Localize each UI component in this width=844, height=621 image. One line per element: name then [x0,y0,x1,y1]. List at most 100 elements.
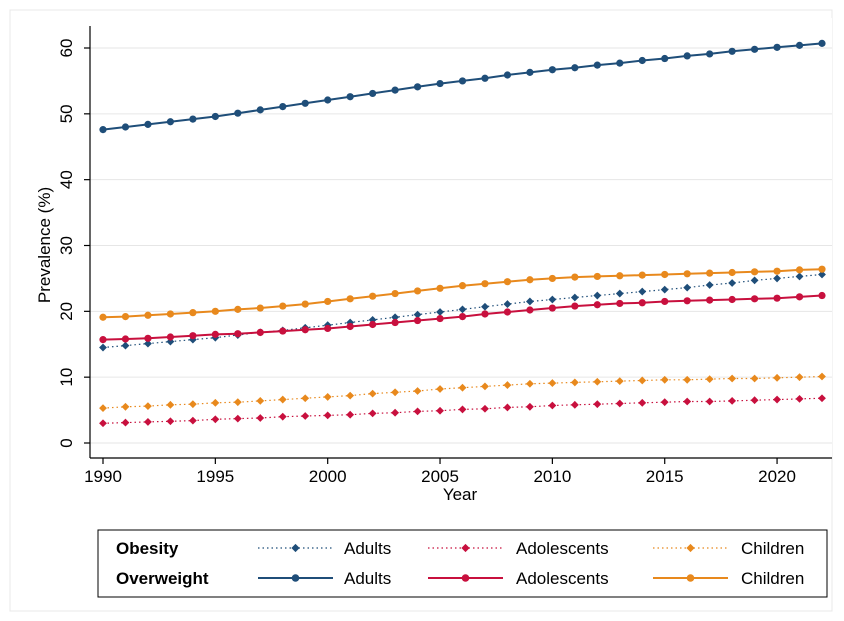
point-obesity-adolescents-2020 [773,395,781,404]
point-overweight-children-2011 [571,273,579,281]
axes [89,26,832,459]
point-overweight-adults-1992 [144,120,152,128]
point-obesity-children-2012 [593,377,602,386]
point-obesity-children-2009 [525,379,534,388]
point-overweight-adults-2018 [728,47,736,55]
x-tick-label-1990: 1990 [84,467,122,486]
point-overweight-adults-2015 [661,54,669,63]
point-obesity-adults-2021 [795,272,804,281]
point-obesity-adults-1994 [188,335,197,344]
point-obesity-adolescents-2011 [570,400,579,409]
point-obesity-adults-2014 [638,287,647,296]
point-overweight-children-1996 [234,305,242,313]
point-obesity-children-1992 [144,402,152,411]
point-obesity-children-2017 [705,375,714,384]
point-overweight-adults-2014 [638,56,646,65]
point-obesity-adults-2011 [570,293,579,302]
point-obesity-adults-2013 [615,289,624,298]
series-layer [99,39,826,428]
point-overweight-adults-1991 [121,123,130,131]
point-overweight-adolescents-1995 [211,330,219,338]
point-overweight-adults-1994 [189,115,197,123]
point-obesity-children-2001 [346,391,355,400]
point-overweight-adults-2004 [413,83,422,91]
point-overweight-adults-2020 [773,43,781,51]
point-overweight-adolescents-2015 [661,297,669,306]
point-overweight-adults-2017 [706,50,714,58]
y-axis-ticks: 0 10 20 30 40 50 60 [57,39,90,448]
point-obesity-adults-2012 [593,291,602,300]
point-overweight-adolescents-1996 [234,330,242,338]
legend-label-obesity-children: Children [741,539,804,558]
point-overweight-children-2009 [526,276,534,284]
y-tick-label-40: 40 [57,170,76,189]
point-overweight-children-1995 [211,307,219,315]
point-obesity-adults-2020 [773,274,781,283]
y-tick-label-60: 60 [57,39,76,58]
point-overweight-adolescents-2012 [593,301,601,309]
point-obesity-adolescents-2022 [818,394,826,403]
point-obesity-adults-2022 [818,270,826,279]
point-obesity-children-2000 [323,393,332,401]
point-overweight-adolescents-2014 [638,299,646,307]
x-tick-label-2020: 2020 [758,467,796,486]
point-obesity-adults-2016 [683,283,692,292]
point-overweight-adults-2021 [795,41,804,49]
point-overweight-children-2016 [683,270,691,278]
point-obesity-children-2006 [458,383,467,392]
legend-label-overweight-adults: Adults [344,569,391,588]
point-obesity-children-2004 [413,387,422,395]
legend-label-overweight-adolescents: Adolescents [516,569,609,588]
y-tick-label-10: 10 [57,368,76,387]
point-overweight-children-1991 [121,313,130,321]
point-obesity-adults-2015 [660,285,669,294]
point-obesity-children-2010 [548,379,557,388]
legend-key-marker-obesity-children [686,543,695,553]
series-obesity-adolescents [99,394,826,428]
x-tick-label-1995: 1995 [196,467,234,486]
point-obesity-adults-2010 [548,295,557,304]
point-overweight-adolescents-2002 [369,320,377,329]
point-obesity-adolescents-1997 [256,414,265,422]
point-overweight-adolescents-1993 [166,333,175,341]
point-obesity-adults-2009 [525,297,534,306]
legend-group-overweight: Overweight [116,569,209,588]
point-obesity-adolescents-1996 [233,414,242,423]
point-overweight-children-2010 [548,274,556,283]
point-overweight-children-2005 [436,284,444,292]
point-obesity-children-1993 [166,400,175,409]
point-obesity-adolescents-2012 [593,400,602,409]
x-tick-label-2015: 2015 [646,467,684,486]
series-overweight-children [99,265,826,321]
point-overweight-children-1997 [256,304,264,312]
point-overweight-children-2022 [818,265,826,273]
point-overweight-adolescents-2003 [391,318,399,327]
point-overweight-adults-2010 [548,66,556,74]
point-overweight-children-2012 [593,272,601,281]
point-obesity-adolescents-2019 [750,396,759,405]
point-obesity-children-1994 [188,400,197,409]
point-overweight-adolescents-1990 [99,336,107,344]
point-overweight-adolescents-2011 [571,302,579,310]
series-line-obesity-adolescents [102,397,823,424]
point-obesity-adults-2007 [481,302,489,311]
point-obesity-adults-1991 [121,341,130,350]
point-overweight-adults-1995 [211,112,219,121]
point-obesity-adults-2002 [368,315,377,324]
legend-key-marker-overweight-adolescents [461,574,470,582]
point-overweight-adolescents-2019 [750,295,759,303]
point-overweight-adults-2011 [571,64,579,72]
legend: Obesity Overweight Adults Adolescents Ch… [97,529,828,598]
point-overweight-children-2006 [458,282,467,290]
point-obesity-children-2007 [481,382,489,391]
point-obesity-children-2022 [818,372,826,381]
point-overweight-adolescents-2004 [413,316,422,325]
point-overweight-adolescents-2008 [503,308,512,316]
point-overweight-children-2004 [413,287,422,295]
point-obesity-adolescents-2010 [548,401,557,410]
point-overweight-children-1993 [166,310,175,318]
point-obesity-children-2016 [683,375,692,384]
point-overweight-children-2019 [750,268,759,276]
legend-key-marker-obesity-adults [291,543,300,553]
point-obesity-adolescents-1994 [188,416,197,425]
